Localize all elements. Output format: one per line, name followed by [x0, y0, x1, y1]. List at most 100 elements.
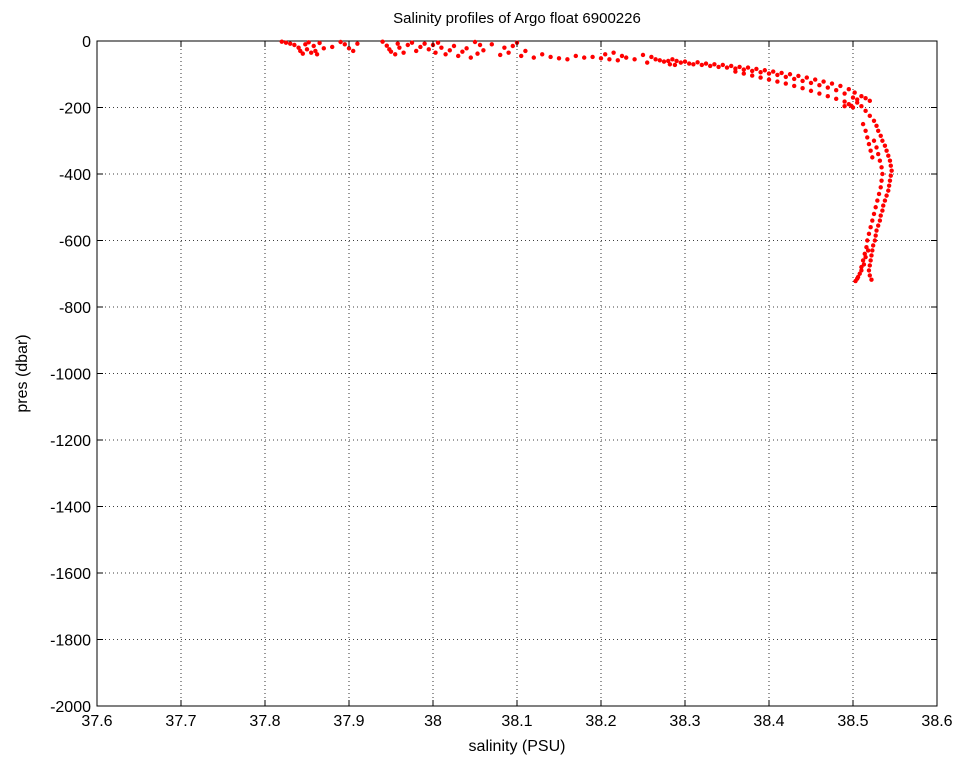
data-point — [881, 203, 886, 208]
data-point — [880, 208, 885, 213]
x-tick-label: 37.9 — [333, 713, 364, 730]
data-point — [447, 48, 452, 53]
data-point — [800, 78, 805, 84]
data-point — [889, 168, 894, 173]
data-point — [737, 64, 742, 70]
data-point — [825, 93, 830, 99]
data-point — [321, 46, 326, 51]
data-point — [859, 103, 864, 109]
data-point — [346, 46, 352, 51]
data-point — [695, 60, 700, 65]
data-point — [888, 163, 893, 168]
data-point — [317, 40, 322, 46]
data-point — [870, 243, 876, 248]
data-point — [351, 48, 356, 54]
data-point — [873, 205, 878, 210]
data-point — [523, 48, 528, 54]
data-point — [871, 211, 877, 217]
data-point — [388, 49, 394, 54]
data-point — [456, 53, 461, 59]
data-point — [314, 52, 320, 57]
data-point — [306, 40, 311, 45]
data-point — [857, 271, 862, 276]
x-axis-label: salinity (PSU) — [469, 738, 566, 755]
data-point — [540, 52, 545, 57]
data-point — [657, 58, 662, 63]
data-point — [645, 60, 650, 65]
data-point — [750, 68, 755, 74]
data-point — [435, 40, 441, 45]
data-point — [519, 53, 524, 59]
data-point — [687, 61, 692, 66]
data-point — [506, 50, 511, 55]
data-point — [632, 57, 637, 62]
data-point — [887, 178, 893, 183]
data-point — [804, 75, 809, 80]
data-point — [813, 77, 818, 82]
data-point — [640, 52, 646, 58]
data-point — [611, 50, 616, 55]
chart-title: Salinity profiles of Argo float 6900226 — [393, 10, 641, 27]
data-point — [401, 50, 406, 55]
data-point — [477, 42, 483, 48]
data-point — [395, 41, 400, 46]
data-point — [667, 62, 673, 67]
grid-lines — [97, 41, 937, 706]
data-point — [884, 193, 889, 198]
y-tick-label: -1200 — [50, 433, 91, 450]
data-point — [834, 96, 839, 102]
data-point — [468, 55, 473, 60]
x-tick-label: 38.5 — [837, 713, 868, 730]
data-point — [783, 74, 788, 80]
data-point — [691, 62, 696, 67]
data-point — [838, 83, 843, 89]
data-point — [311, 43, 316, 49]
data-point — [716, 64, 721, 70]
data-point — [870, 248, 875, 253]
data-point — [460, 49, 465, 54]
data-point — [409, 40, 415, 45]
data-point — [720, 62, 725, 68]
data-point — [796, 73, 801, 79]
data-point — [355, 41, 360, 46]
data-point — [384, 43, 389, 48]
y-tick-label: 0 — [82, 34, 91, 51]
data-point — [548, 54, 553, 60]
data-point — [876, 128, 881, 133]
data-point — [862, 251, 867, 256]
data-point — [288, 41, 293, 46]
data-point — [872, 238, 878, 243]
data-point — [877, 158, 883, 163]
data-point — [868, 258, 873, 263]
data-point — [296, 45, 301, 50]
data-point — [590, 54, 595, 60]
y-tick-label: -1400 — [50, 500, 91, 517]
data-point — [666, 58, 671, 64]
data-point — [882, 143, 888, 148]
data-point — [292, 42, 297, 48]
data-point — [750, 73, 755, 78]
data-point — [724, 65, 730, 70]
data-point — [779, 70, 784, 76]
y-tick-label: -600 — [59, 234, 91, 251]
data-point — [884, 148, 889, 153]
data-point — [741, 71, 746, 76]
data-point — [859, 268, 864, 273]
data-point — [783, 81, 788, 86]
data-point — [886, 153, 891, 158]
data-point — [876, 223, 881, 228]
data-point — [565, 57, 570, 62]
data-point — [741, 67, 746, 72]
data-point — [850, 105, 856, 110]
data-point — [380, 39, 385, 44]
data-point — [867, 263, 872, 268]
x-tick-label: 38.3 — [669, 713, 700, 730]
data-point — [766, 71, 772, 76]
y-tick-label: -1600 — [50, 566, 91, 583]
data-point — [443, 52, 448, 57]
data-point — [868, 225, 873, 230]
data-point — [868, 148, 873, 153]
data-point — [405, 42, 410, 48]
data-point — [573, 53, 578, 59]
data-point — [771, 69, 776, 74]
